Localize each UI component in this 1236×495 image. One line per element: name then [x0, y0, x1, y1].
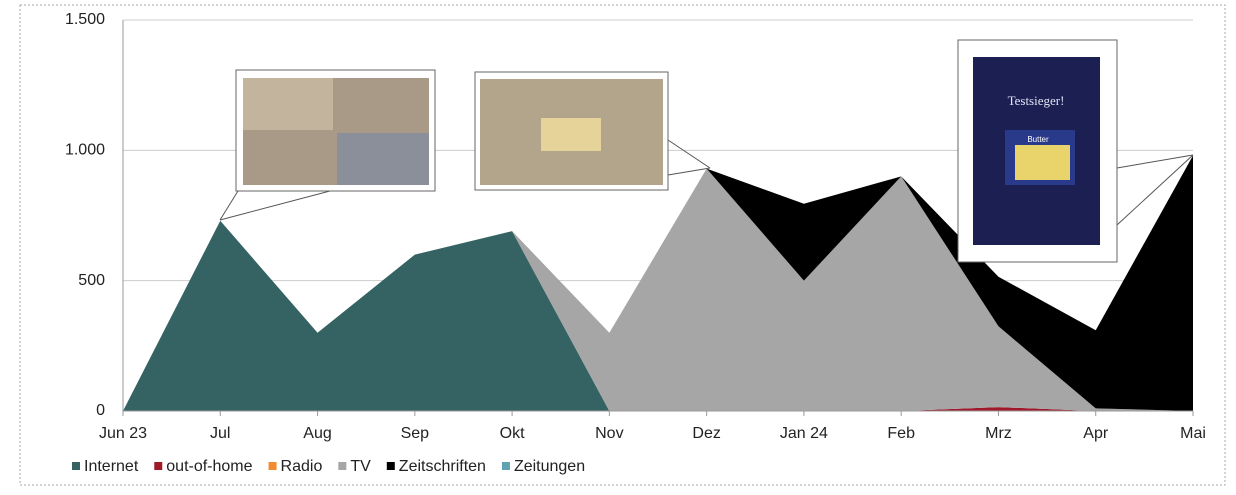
video-still: [337, 133, 429, 185]
frame: [19, 4, 1226, 486]
video-still: [243, 78, 333, 130]
legend-label: Zeitschriften: [399, 458, 486, 475]
callout-line: [219, 190, 331, 221]
callout-line: [1116, 154, 1194, 226]
y-tick-label: 1.500: [65, 11, 105, 28]
x-tick-label: Nov: [595, 425, 623, 442]
x-tick-label: Feb: [887, 425, 915, 442]
legend: Internet out-of-home Radio TV Zeitschriften Z…: [72, 458, 585, 475]
x-tick-label: Jun 23: [99, 425, 147, 442]
legend-label: Internet: [84, 458, 139, 475]
x-tick-label: Jan 24: [780, 425, 828, 442]
legend-swatch: [268, 462, 277, 470]
legend-label: Radio: [281, 458, 323, 475]
poster-label: Butter: [1027, 135, 1049, 144]
callout-line: [667, 167, 711, 176]
area: [123, 168, 1193, 411]
y-tick-label: 1.000: [65, 142, 105, 159]
callout-line: [667, 139, 711, 169]
legend-swatch: [72, 462, 80, 470]
x-tick-label: Aug: [303, 425, 331, 442]
legend-swatch: [154, 462, 163, 470]
y-tick-label: 0: [96, 402, 105, 419]
legend-label: out-of-home: [166, 458, 252, 475]
x-tick-label: Mrz: [985, 425, 1012, 442]
x-tick-label: Dez: [692, 425, 720, 442]
poster-headline: Testsieger!: [1008, 93, 1065, 108]
poster-butter: [1015, 145, 1070, 180]
x-tick-label: Okt: [500, 425, 525, 442]
video-still: [541, 118, 601, 151]
legend-swatch: [386, 462, 395, 470]
area: [123, 155, 1193, 411]
x-tick-label: Mai: [1180, 425, 1206, 442]
legend-swatch: [501, 462, 510, 470]
area: [123, 220, 1193, 411]
y-tick-label: 500: [78, 272, 105, 289]
callouts: Testsieger! Butter: [219, 39, 1194, 263]
x-tick-label: Apr: [1083, 425, 1109, 442]
legend-label: TV: [350, 458, 371, 475]
x-tick-label: Jul: [210, 425, 230, 442]
legend-swatch: [338, 462, 347, 470]
callout-line: [219, 190, 239, 221]
callout-line: [1116, 154, 1194, 169]
legend-label: Zeitungen: [514, 458, 585, 475]
x-tick-label: Sep: [401, 425, 430, 442]
